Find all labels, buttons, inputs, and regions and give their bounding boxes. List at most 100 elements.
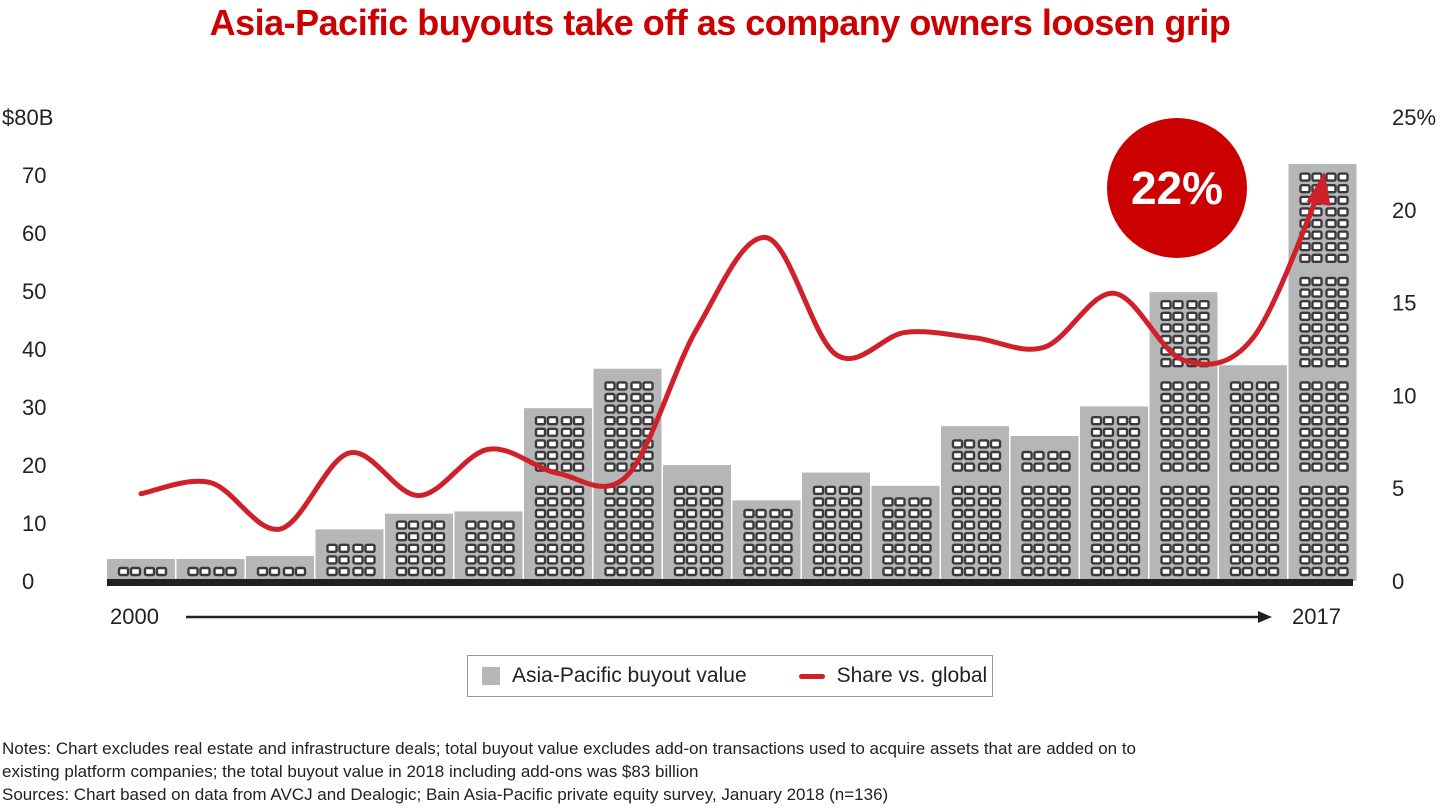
window-icon <box>685 508 698 519</box>
window-icon <box>977 497 990 507</box>
window-icon <box>1337 358 1349 368</box>
window-icon <box>963 508 976 519</box>
window-icon <box>1047 520 1059 530</box>
window-icon <box>364 555 376 565</box>
share-line <box>138 181 1325 532</box>
window-icon <box>1325 416 1337 426</box>
window-icon <box>199 566 211 577</box>
window-icon <box>1198 439 1210 449</box>
window-icon <box>1337 300 1349 310</box>
window-icon <box>963 543 976 553</box>
window-icon <box>604 381 616 391</box>
window-icon <box>1337 218 1349 229</box>
window-icon <box>616 439 628 449</box>
window-icon <box>546 416 559 426</box>
window-icon <box>1047 508 1059 519</box>
right-tick-label: 0 <box>1392 569 1404 594</box>
window-icon <box>604 532 616 542</box>
window-icon <box>1337 195 1349 206</box>
window-icon <box>1090 427 1103 437</box>
window-icon <box>1325 555 1337 565</box>
window-icon <box>882 532 894 542</box>
window-icon <box>630 508 642 519</box>
window-icon <box>1337 241 1349 252</box>
window-icon <box>769 532 781 542</box>
window-icon <box>572 520 585 530</box>
window-icon <box>1059 555 1071 565</box>
window-icon <box>642 416 654 426</box>
window-icon <box>1241 566 1254 577</box>
window-icon <box>1299 566 1311 577</box>
window-icon <box>1325 450 1337 461</box>
window-icon <box>395 532 408 542</box>
window-icon <box>989 566 1002 577</box>
window-icon <box>1021 462 1033 472</box>
window-icon <box>1198 311 1210 321</box>
window-icon <box>977 485 990 495</box>
window-icon <box>1299 520 1311 530</box>
window-icon <box>1299 358 1311 368</box>
window-icon <box>1325 241 1337 252</box>
window-icon <box>1311 462 1323 472</box>
window-icon <box>1102 532 1115 542</box>
window-icon <box>812 508 825 519</box>
annotation-label: 22% <box>1131 162 1223 214</box>
window-icon <box>1160 427 1172 437</box>
window-icon <box>1311 358 1323 368</box>
window-icon <box>1128 532 1141 542</box>
notes-line: Notes: Chart excludes real estate and in… <box>2 739 1137 758</box>
window-icon <box>963 439 976 449</box>
window-icon <box>1172 427 1184 437</box>
window-icon <box>1241 439 1254 449</box>
window-icon <box>1311 555 1323 565</box>
window-icon <box>1241 427 1254 437</box>
window-icon <box>989 508 1002 519</box>
window-icon <box>838 485 851 495</box>
window-icon <box>1033 462 1045 472</box>
legend-label-line: Share vs. global <box>836 664 988 687</box>
window-icon <box>977 532 990 542</box>
window-icon <box>1198 427 1210 437</box>
window-icon <box>824 543 837 553</box>
window-icon <box>1047 497 1059 507</box>
window-icon <box>920 543 932 553</box>
window-icon <box>1090 462 1103 472</box>
window-icon <box>1267 450 1280 461</box>
window-icon <box>1337 439 1349 449</box>
window-icon <box>1172 381 1184 391</box>
left-tick-label: 0 <box>22 569 34 594</box>
window-icon <box>1116 566 1129 577</box>
window-icon <box>699 508 712 519</box>
window-icon <box>546 497 559 507</box>
window-icon <box>1059 566 1071 577</box>
x-label-end: 2017 <box>1292 604 1341 629</box>
window-icon <box>755 555 767 565</box>
window-icon <box>951 462 964 472</box>
window-icon <box>1229 532 1242 542</box>
window-icon <box>1311 450 1323 461</box>
window-icon <box>503 566 515 577</box>
window-icon <box>908 508 920 519</box>
window-icon <box>1299 439 1311 449</box>
window-icon <box>604 497 616 507</box>
window-icon <box>1186 311 1198 321</box>
window-icon <box>534 508 547 519</box>
window-icon <box>1047 485 1059 495</box>
window-icon <box>673 520 686 530</box>
window-icon <box>1241 532 1254 542</box>
window-icon <box>1241 450 1254 461</box>
window-icon <box>908 543 920 553</box>
window-icon <box>963 532 976 542</box>
window-icon <box>1102 543 1115 553</box>
window-icon <box>1325 346 1337 356</box>
window-icon <box>1186 323 1198 333</box>
window-icon <box>1172 497 1184 507</box>
window-icon <box>781 555 793 565</box>
window-icon <box>1337 323 1349 333</box>
window-icon <box>685 566 698 577</box>
window-icon <box>1047 462 1059 472</box>
window-icon <box>711 520 724 530</box>
window-icon <box>630 566 642 577</box>
window-icon <box>407 555 420 565</box>
window-icon <box>1337 427 1349 437</box>
